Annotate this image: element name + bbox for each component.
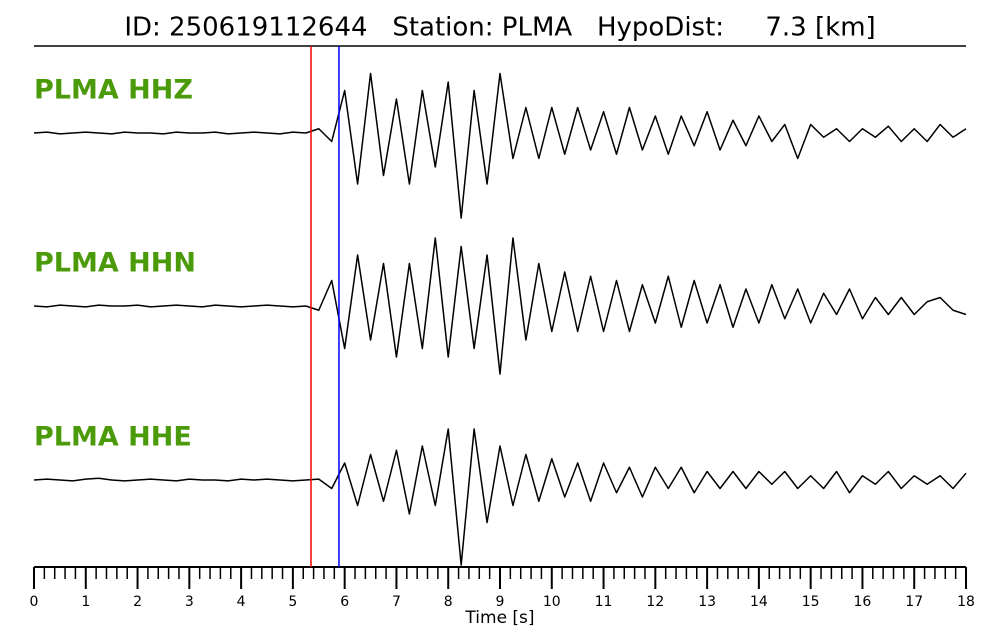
- x-tick-label: 11: [595, 594, 613, 610]
- x-tick-label: 18: [957, 594, 975, 610]
- x-tick-label: 15: [802, 594, 820, 610]
- chart-title: ID: 250619112644 Station: PLMA HypoDist:…: [124, 13, 875, 43]
- x-tick-label: 9: [496, 594, 505, 610]
- trace-label: PLMA HHZ: [34, 75, 193, 106]
- waveform: [33, 428, 967, 566]
- waveform: [33, 237, 967, 375]
- x-axis-label: Time [s]: [464, 608, 534, 628]
- x-tick-label: 0: [30, 594, 39, 610]
- x-tick-label: 3: [185, 594, 194, 610]
- x-tick-label: 13: [698, 594, 716, 610]
- x-tick-label: 5: [288, 594, 297, 610]
- x-tick-label: 7: [392, 594, 401, 610]
- x-tick-label: 12: [646, 594, 664, 610]
- x-tick-label: 8: [444, 594, 453, 610]
- trace-label: PLMA HHN: [34, 248, 196, 279]
- x-tick-label: 4: [237, 594, 246, 610]
- x-tick-label: 2: [133, 594, 142, 610]
- x-tick-label: 16: [854, 594, 872, 610]
- x-tick-label: 10: [543, 594, 561, 610]
- x-tick-label: 17: [905, 594, 923, 610]
- x-tick-label: 14: [750, 594, 768, 610]
- x-tick-label: 1: [81, 594, 90, 610]
- trace-label: PLMA HHE: [34, 422, 192, 453]
- x-tick-label: 6: [340, 594, 349, 610]
- waveform: [33, 72, 967, 219]
